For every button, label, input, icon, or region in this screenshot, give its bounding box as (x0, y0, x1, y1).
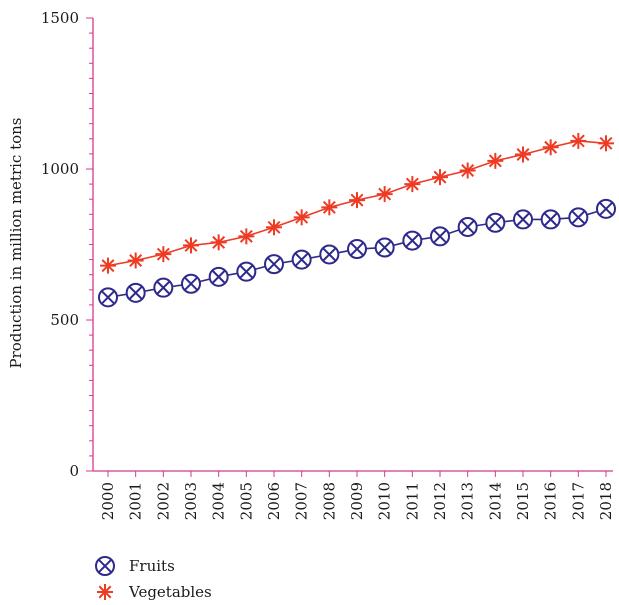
legend-item-fruits: Fruits (95, 556, 175, 576)
fruits-data-point (568, 207, 589, 228)
y-tick-label: 500 (50, 311, 79, 329)
legend: Fruits Vegetables (95, 556, 212, 601)
x-tick-label: 2005 (237, 482, 255, 520)
fruits-data-point (347, 239, 367, 260)
vegetables-data-point (598, 135, 614, 152)
fruits-data-point (457, 216, 478, 237)
x-tick-label: 2006 (265, 482, 283, 520)
x-tick-label: 2009 (348, 482, 366, 520)
vegetables-data-point (127, 252, 144, 269)
fruits-data-point (291, 249, 312, 270)
fruits-data-point (208, 266, 229, 287)
fruits-data-point (430, 226, 450, 247)
vegetables-data-point (515, 146, 531, 163)
x-tick-label: 2011 (403, 482, 421, 520)
legend-vegetables-marker (97, 584, 113, 600)
fruits-data-point (319, 244, 340, 265)
vegetables-data-point (210, 234, 227, 251)
vegetables-data-point (100, 257, 116, 274)
vegetables-data-point (432, 169, 448, 186)
x-tick-label: 2007 (293, 482, 311, 520)
x-tick-label: 2013 (459, 482, 477, 520)
x-tick-label: 2012 (431, 482, 449, 520)
series-layer (98, 132, 616, 308)
fruits-data-point (485, 212, 506, 233)
x-tick-label: 2017 (569, 482, 587, 520)
x-tick-label: 2000 (99, 482, 117, 520)
vegetables-data-point (404, 176, 421, 193)
fruits-data-point (374, 237, 395, 258)
axes: 0 500 1000 1500 2000 2001 2002 2003 2004 2005 2006… (41, 9, 615, 520)
legend-item-vegetables: Vegetables (97, 583, 212, 601)
fruits-data-point (98, 287, 118, 308)
x-tick-label: 2004 (210, 482, 228, 520)
x-tick-label: 2008 (320, 482, 338, 520)
vegetables-data-point (570, 132, 587, 149)
y-tick-label: 1000 (41, 160, 79, 178)
vegetables-data-point (487, 152, 504, 169)
vegetables-data-point (376, 186, 393, 203)
fruits-data-point (153, 277, 174, 298)
x-tick-label: 2002 (154, 482, 172, 520)
vegetables-data-point (459, 162, 476, 179)
x-tick-label: 2010 (376, 482, 394, 520)
vegetables-data-point (293, 209, 310, 226)
fruits-data-point (125, 282, 146, 303)
fruits-data-point (236, 261, 257, 282)
vegetables-data-point (266, 219, 282, 236)
x-tick-label: 2018 (597, 482, 615, 520)
fruits-data-point (513, 209, 533, 230)
x-tick-label: 2003 (182, 482, 200, 520)
fruits-data-point (540, 209, 561, 230)
legend-fruits-marker (95, 556, 115, 576)
legend-fruits-label: Fruits (129, 557, 175, 575)
x-tick-label: 2014 (486, 482, 504, 520)
vegetables-data-point (321, 199, 338, 216)
vegetables-data-point (349, 192, 365, 209)
fruits-data-point (264, 254, 284, 275)
fruits-data-point (181, 273, 201, 294)
y-tick-label: 1500 (41, 9, 79, 27)
x-tick-label: 2016 (542, 482, 560, 520)
y-tick-label: 0 (69, 462, 79, 480)
legend-vegetables-label: Vegetables (128, 583, 212, 601)
fruits-data-point (596, 198, 616, 219)
y-axis-title: Production in million metric tons (7, 117, 25, 368)
x-tick-label: 2015 (514, 482, 532, 520)
vegetables-data-point (238, 228, 255, 245)
fruits-data-point (402, 230, 423, 251)
vegetables-data-point (542, 139, 559, 156)
x-tick-label: 2001 (127, 482, 145, 520)
vegetables-data-point (183, 237, 199, 254)
vegetables-data-point (155, 246, 172, 263)
